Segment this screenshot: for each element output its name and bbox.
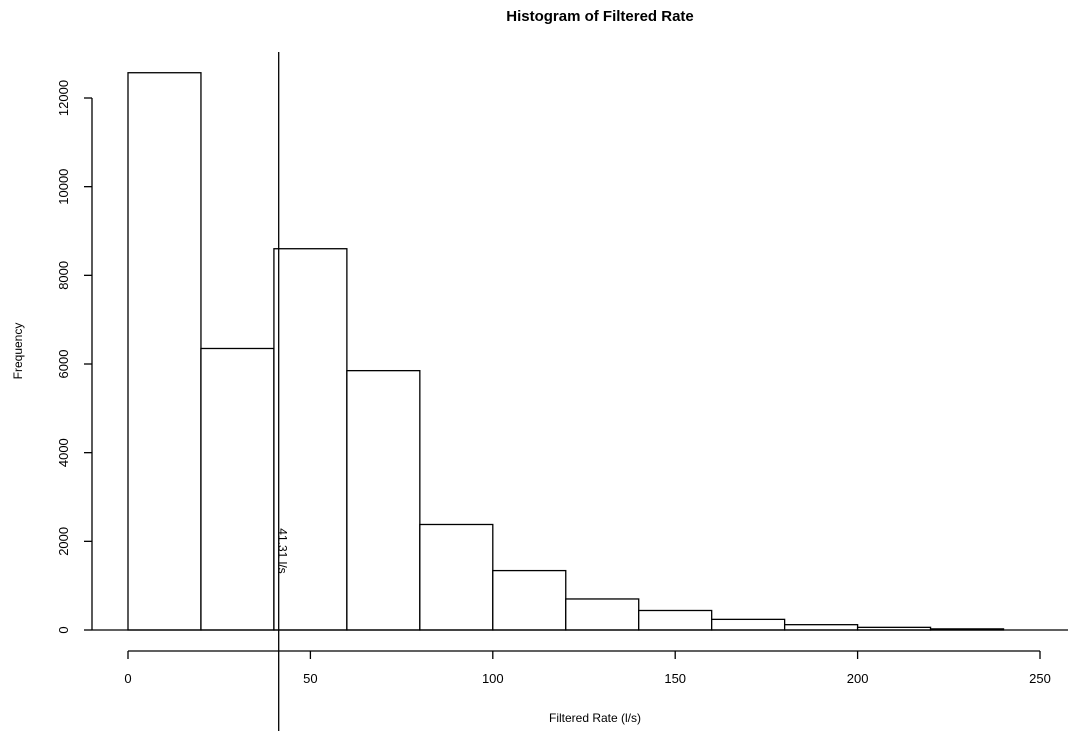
histogram-bar-3 bbox=[273, 248, 348, 631]
histogram-bar-7 bbox=[565, 598, 640, 631]
x-axis: 0 50 100 150 200 250 bbox=[124, 650, 1051, 686]
reference-line-label: 41.31 l/s bbox=[276, 528, 290, 573]
y-tick-label: 4000 bbox=[56, 438, 71, 467]
x-tick-label: 50 bbox=[303, 671, 317, 686]
histogram-bar-1 bbox=[127, 72, 202, 631]
histogram-bar-2 bbox=[200, 347, 275, 631]
x-tick-label: 200 bbox=[847, 671, 869, 686]
histogram-bars bbox=[127, 72, 1005, 631]
histogram-bar-10 bbox=[783, 624, 859, 631]
y-tick-label: 2000 bbox=[56, 527, 71, 556]
histogram-bar-5 bbox=[419, 523, 494, 631]
chart-title: Histogram of Filtered Rate bbox=[506, 8, 694, 25]
histogram-bar-4 bbox=[346, 369, 421, 631]
y-tick-label: 10000 bbox=[56, 169, 71, 205]
x-tick-label: 0 bbox=[124, 671, 131, 686]
x-axis-label: Filtered Rate (l/s) bbox=[549, 711, 641, 725]
y-tick-label: 0 bbox=[56, 626, 71, 633]
reference-line-group: 41.31 l/s bbox=[276, 52, 290, 731]
histogram-bar-8 bbox=[638, 609, 713, 631]
histogram-bar-9 bbox=[711, 618, 786, 631]
y-tick-label: 6000 bbox=[56, 350, 71, 379]
y-axis-label: Frequency bbox=[11, 323, 25, 380]
x-tick-label: 100 bbox=[482, 671, 504, 686]
histogram-bar-6 bbox=[492, 569, 567, 631]
y-tick-label: 8000 bbox=[56, 261, 71, 290]
y-axis: 0 2000 4000 6000 8000 10000 12000 bbox=[56, 80, 93, 634]
y-tick-label: 12000 bbox=[56, 80, 71, 116]
x-tick-label: 150 bbox=[664, 671, 686, 686]
x-tick-label: 250 bbox=[1029, 671, 1051, 686]
